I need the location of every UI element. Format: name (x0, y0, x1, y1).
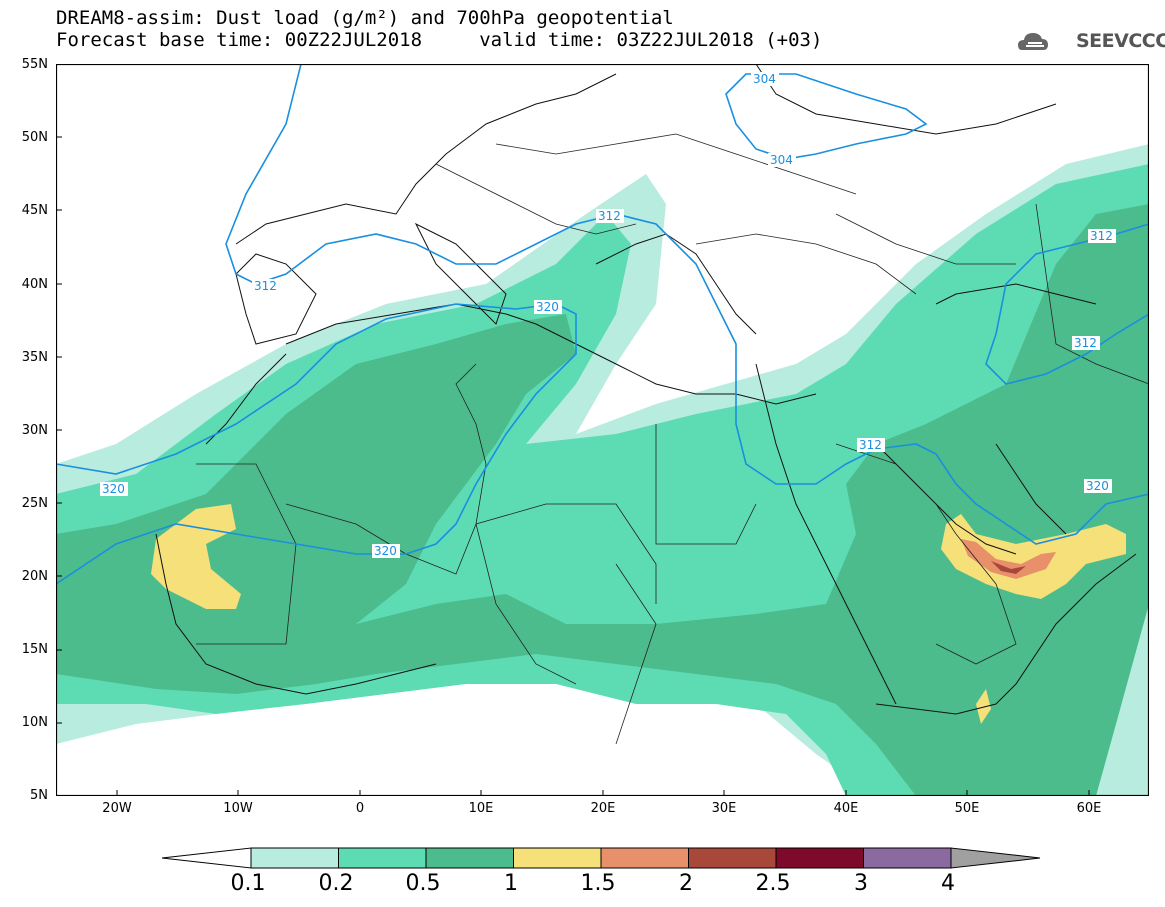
lat-label: 35N (21, 350, 48, 365)
svg-text:312: 312 (1090, 229, 1113, 243)
lat-label: 45N (21, 203, 48, 218)
svg-text:312: 312 (859, 438, 882, 452)
svg-text:312: 312 (254, 279, 277, 293)
lon-label: 20E (590, 801, 616, 816)
svg-text:320: 320 (536, 300, 559, 314)
colorbar-tick-label: 1.5 (580, 871, 616, 896)
colorbar-tick-label: 2 (679, 871, 693, 896)
svg-text:320: 320 (1086, 479, 1109, 493)
lat-label: 50N (21, 130, 48, 145)
colorbar-box (600, 847, 689, 869)
colorbar (161, 847, 1041, 869)
dust-map: 304 304 312 312 312 312 312 320 320 320 (56, 64, 1149, 796)
dust-field-1.5 (961, 539, 1056, 579)
dust-field-1.0 (151, 504, 241, 609)
svg-text:320: 320 (102, 482, 125, 496)
colorbar-tick-label: 0.5 (405, 871, 441, 896)
colorbar-under-arrow (161, 847, 252, 869)
lat-label: 55N (21, 57, 48, 72)
colorbar-box (688, 847, 777, 869)
colorbar-box (863, 847, 952, 869)
coastlines (155, 64, 1137, 715)
colorbar-tick-label: 3 (854, 871, 868, 896)
cloud-icon (1018, 33, 1048, 50)
svg-text:312: 312 (1074, 336, 1097, 350)
lon-label: 20W (102, 801, 132, 816)
dust-field-1.0-c (976, 689, 991, 724)
lon-label: 10E (468, 801, 494, 816)
lon-label: 40E (833, 801, 859, 816)
colorbar-box (775, 847, 864, 869)
colorbar-box (250, 847, 339, 869)
svg-text:304: 304 (770, 153, 793, 167)
map-title: DREAM8-assim: Dust load (g/m²) and 700hP… (56, 7, 674, 29)
lat-label: 5N (30, 788, 48, 803)
lat-label: 25N (21, 496, 48, 511)
colorbar-over-arrow (950, 847, 1041, 869)
lat-label: 15N (21, 642, 48, 657)
axis-ticks (56, 64, 1090, 796)
lat-label: 10N (21, 715, 48, 730)
lon-label: 0 (355, 801, 365, 816)
lon-label: 30E (711, 801, 737, 816)
dust-field-2.0 (991, 561, 1026, 574)
colorbar-tick-label: 0.2 (318, 871, 354, 896)
colorbar-box (425, 847, 514, 869)
lat-label: 30N (21, 423, 48, 438)
lon-label: 10W (223, 801, 253, 816)
lon-label: 60E (1076, 801, 1102, 816)
colorbar-tick-label: 0.1 (230, 871, 266, 896)
svg-text:304: 304 (753, 72, 776, 86)
lat-label: 40N (21, 277, 48, 292)
colorbar-tick-label: 1 (504, 871, 518, 896)
svg-text:320: 320 (374, 544, 397, 558)
lon-label: 50E (954, 801, 980, 816)
colorbar-tick-label: 2.5 (755, 871, 791, 896)
colorbar-box (338, 847, 427, 869)
colorbar-tick-label: 4 (941, 871, 955, 896)
map-subtitle: Forecast base time: 00Z22JUL2018 valid t… (56, 29, 823, 51)
dust-field-1.0-b (941, 514, 1126, 599)
svg-text:312: 312 (598, 209, 621, 223)
lat-label: 20N (21, 569, 48, 584)
dust-field-0.5 (56, 204, 1149, 796)
contour-labels: 304 304 312 312 312 312 312 320 320 320 (100, 72, 1116, 558)
colorbar-box (513, 847, 602, 869)
logo-text: SEEVCCC (1076, 30, 1165, 52)
